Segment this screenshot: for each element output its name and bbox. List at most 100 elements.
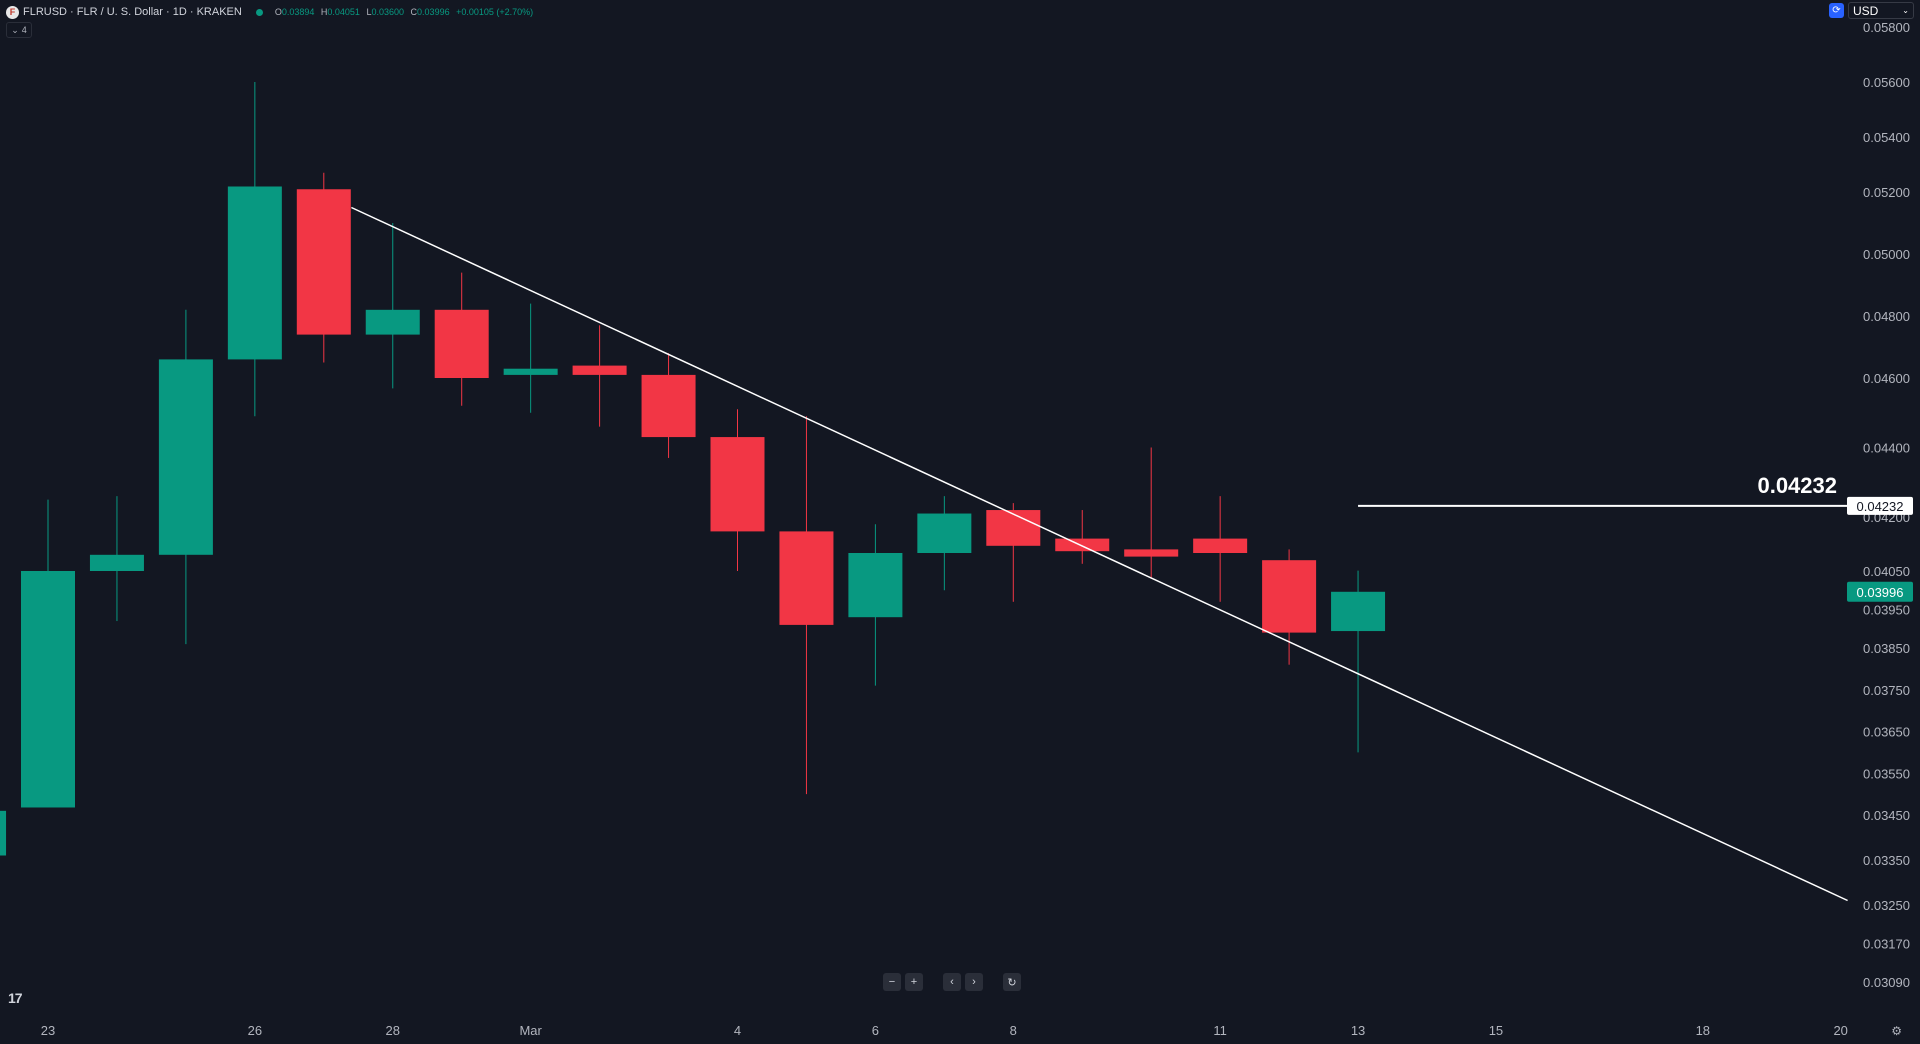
scroll-left-button[interactable]: ‹ (943, 973, 961, 991)
level-price-tag: 0.04232 (1847, 496, 1913, 515)
last-price-value: 0.03996 (1857, 585, 1904, 600)
reset-chart-button[interactable]: ↻ (1003, 973, 1021, 991)
price-tick-label: 0.03550 (1863, 766, 1910, 781)
candle-body (1193, 538, 1248, 553)
ohlc-open: 0.03894 (281, 7, 315, 17)
candle-body (848, 553, 903, 618)
candle-body (227, 186, 282, 360)
time-tick-label: 26 (248, 1023, 262, 1038)
price-tick-label: 0.03350 (1863, 853, 1910, 868)
indicator-count: 4 (21, 25, 27, 35)
price-tick-label: 0.05000 (1863, 247, 1910, 262)
candle-up (917, 496, 972, 591)
price-tick-label: 0.03750 (1863, 683, 1910, 698)
candle-up (227, 82, 282, 417)
level-price-value: 0.04232 (1857, 499, 1904, 514)
currency-area: ⟳ USD ⌄ (1829, 2, 1914, 19)
candle-body (641, 374, 696, 438)
price-tick-label: 0.04050 (1863, 564, 1910, 579)
candle-body (1331, 591, 1386, 632)
candle-body (158, 359, 213, 555)
candle-down (779, 416, 834, 795)
market-status-icon[interactable] (255, 8, 263, 16)
candle-down (1124, 447, 1179, 579)
time-tick-label: 6 (872, 1023, 879, 1038)
zoom-out-button[interactable]: − (883, 973, 901, 991)
candle-body (572, 365, 627, 375)
candle-body (710, 437, 765, 532)
candle-body (0, 810, 7, 856)
scroll-right-button[interactable]: › (965, 973, 983, 991)
candle-body (1262, 560, 1317, 633)
price-tick-label: 0.03090 (1863, 975, 1910, 990)
candle-down (1262, 549, 1317, 665)
price-tick-label: 0.05600 (1863, 75, 1910, 90)
ohlc-low-key: L (366, 7, 372, 17)
price-tick-label: 0.04800 (1863, 309, 1910, 324)
price-axis-area[interactable] (1847, 0, 1920, 1044)
price-tick-label: 0.03450 (1863, 808, 1910, 823)
candle-down (1193, 496, 1248, 602)
chevron-down-icon: ⌄ (1902, 6, 1909, 15)
candle-body (779, 531, 834, 625)
time-tick-label: 20 (1833, 1023, 1847, 1038)
time-axis: 23 26 28 Mar 4 6 8 11 13 15 18 20 (41, 1023, 1848, 1038)
candle-down (572, 325, 627, 427)
chart-legend: F FLRUSD · FLR / U. S. Dollar · 1D · KRA… (6, 4, 533, 20)
price-tick-label: 0.05200 (1863, 185, 1910, 200)
ohlc-low: 0.03600 (371, 7, 405, 17)
chevron-down-icon: ⌄ (11, 24, 19, 35)
candle-down (296, 172, 351, 363)
candle-body (365, 309, 420, 335)
time-tick-label: 11 (1213, 1023, 1227, 1038)
candle-body (1124, 549, 1179, 557)
time-tick-label: 18 (1696, 1023, 1710, 1038)
time-tick-label: 8 (1010, 1023, 1017, 1038)
price-tick-label: 0.05800 (1863, 20, 1910, 35)
candle-up (503, 303, 558, 413)
gear-icon[interactable]: ⚙ (1891, 1024, 1902, 1038)
ohlc-open-key: O (274, 7, 282, 17)
last-price-tag-bg (1847, 581, 1913, 602)
candle-down (710, 409, 765, 571)
ohlc-close-key: C (410, 7, 418, 17)
price-tick-label: 0.05400 (1863, 130, 1910, 145)
currency-select[interactable]: USD ⌄ (1848, 2, 1914, 19)
legend-collapse-button[interactable]: ⌄ 4 (6, 22, 32, 38)
price-tick-label: 0.03950 (1863, 603, 1910, 618)
time-tick-label: 13 (1351, 1023, 1365, 1038)
candle-down (641, 353, 696, 458)
symbol-logo-icon: F (6, 5, 19, 19)
last-price-tag: 0.03996 (1847, 581, 1913, 602)
ohlc-close: 0.03996 (417, 7, 450, 17)
candle-up (848, 524, 903, 686)
time-tick-label: 15 (1489, 1023, 1503, 1038)
candle-body (89, 554, 144, 571)
candle-body (434, 309, 489, 378)
candle-up (0, 810, 7, 856)
level-big-label: 0.04232 (1757, 473, 1837, 498)
price-axis: 0.05800 0.05600 0.05400 0.05200 0.05000 0.048… (1863, 20, 1910, 990)
candle-body (1055, 538, 1110, 552)
time-tick-label: 4 (734, 1023, 741, 1038)
symbol-title[interactable]: FLRUSD · FLR / U. S. Dollar · 1D · KRAKE… (23, 6, 242, 18)
price-tags: 0.04232 0.03996 (1847, 496, 1913, 602)
candle-up (365, 223, 420, 389)
time-tick-label: 23 (41, 1023, 55, 1038)
chart-navigation: − + ‹ › ↻ (883, 973, 1021, 991)
price-tick-label: 0.03170 (1863, 937, 1910, 952)
currency-sync-icon[interactable]: ⟳ (1829, 3, 1844, 18)
time-tick-label: 28 (386, 1023, 400, 1038)
currency-label: USD (1853, 3, 1879, 18)
candle-down (434, 272, 489, 406)
candle-body (986, 510, 1041, 546)
trendline (351, 206, 1848, 902)
tradingview-logo-icon[interactable]: 17 (8, 990, 23, 1006)
candle-down (986, 503, 1041, 602)
ohlc-high-key: H (320, 7, 328, 17)
price-tick-label: 0.04400 (1863, 441, 1910, 456)
candles (0, 82, 1386, 856)
ohlc-high: 0.04051 (327, 7, 360, 17)
zoom-in-button[interactable]: + (905, 973, 923, 991)
